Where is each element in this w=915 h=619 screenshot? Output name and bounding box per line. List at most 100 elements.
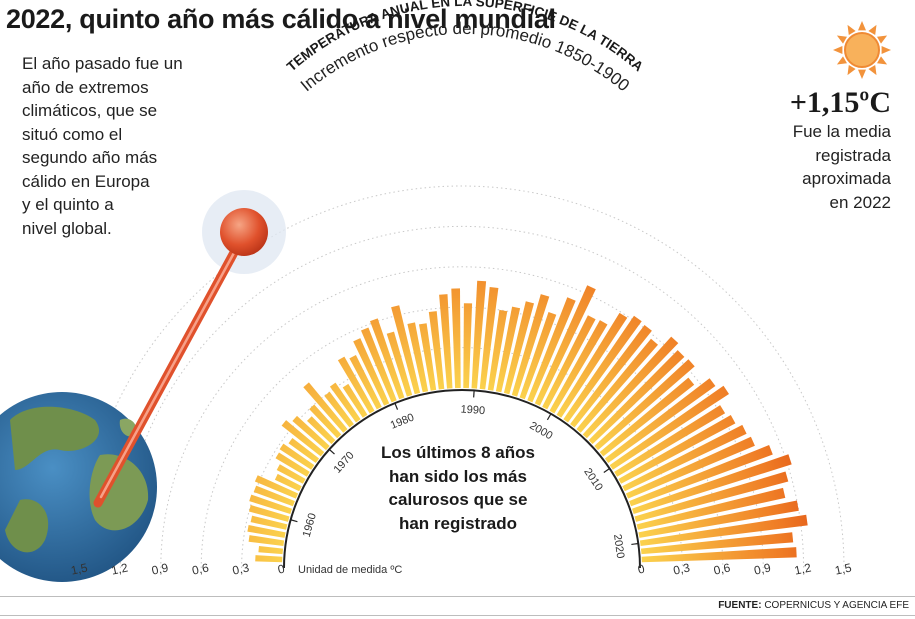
bottom-divider [0, 615, 915, 616]
sun-ray [858, 69, 866, 79]
bar-1988 [451, 288, 461, 389]
bar-2000 [549, 320, 608, 414]
bar-1967 [279, 443, 315, 470]
bar-2017 [634, 471, 789, 522]
bar-2010 [609, 385, 729, 470]
left-scale: 0 0,3 0,6 0,9 1,2 1,5 [70, 560, 287, 577]
bar-1958 [247, 525, 286, 538]
caption-line: aproximada [802, 169, 891, 188]
bar-1968 [288, 438, 320, 463]
sun-ray [836, 35, 847, 44]
bars-group [247, 280, 808, 563]
year-tick-label: 1990 [460, 403, 485, 417]
bar-1969 [281, 420, 325, 457]
bar-1961 [249, 494, 292, 514]
bar-2009 [604, 378, 716, 463]
bar-1995 [511, 294, 550, 397]
bar-1991 [479, 287, 499, 390]
headline: 2022, quinto año más cálido a nivel mund… [6, 4, 556, 34]
bar-2018 [636, 487, 786, 530]
bar-1985 [419, 323, 437, 391]
sun-ray [868, 24, 877, 35]
year-tick-label: 2010 [581, 466, 605, 493]
bar-1964 [274, 473, 302, 492]
bar-2003 [570, 325, 652, 428]
right-scale-tick: 0,6 [712, 560, 732, 577]
bar-1972 [309, 404, 342, 439]
bar-1965 [276, 464, 306, 484]
intro-line: año de extremos [22, 77, 149, 97]
bar-2015 [629, 445, 773, 507]
bar-1998 [534, 285, 596, 406]
source-note: FUENTE: COPERNICUS Y AGENCIA EFE [718, 600, 909, 611]
sun-ray [858, 21, 866, 31]
bar-2013 [622, 424, 747, 492]
bar-2001 [556, 312, 628, 418]
intro-line: segundo año más [22, 148, 158, 167]
bar-2005 [582, 336, 679, 439]
caption-line: en 2022 [829, 192, 891, 212]
bar-1970 [292, 415, 330, 451]
year-tick-mark [631, 542, 639, 546]
intro-line: cálido en Europa [22, 171, 150, 191]
bar-2019 [638, 500, 799, 538]
bar-1997 [527, 297, 576, 403]
intro-text: El año pasado fue un año de extremos cli… [22, 52, 212, 240]
bar-1975 [329, 382, 361, 423]
bar-1999 [542, 315, 596, 410]
right-scale-tick: 0 [636, 561, 646, 576]
bar-1981 [370, 318, 405, 400]
footer-divider [0, 596, 915, 597]
bar-2016 [632, 454, 792, 514]
bar-2014 [625, 436, 755, 499]
bar-1963 [254, 475, 299, 499]
left-scale-tick: 0,3 [231, 560, 251, 577]
year-tick-label: 1960 [301, 512, 319, 539]
unit-label: Unidad de medida ºC [298, 564, 402, 576]
bar-1956 [258, 546, 284, 555]
bar-1992 [487, 309, 508, 391]
center-note: Los últimos 8 años han sido los más calu… [368, 441, 548, 535]
grid-arc [79, 185, 845, 569]
bar-1960 [249, 505, 290, 522]
sun-ray [881, 46, 891, 54]
bar-1984 [407, 322, 429, 393]
bar-1978 [349, 355, 382, 410]
right-scale-tick: 1,5 [834, 560, 854, 577]
year-tick-mark [394, 402, 399, 410]
center-note-line: calurosos que se [388, 490, 528, 509]
year-tick-label: 2020 [611, 533, 626, 559]
bar-1979 [353, 338, 390, 406]
highlight-value: +1,15ºC [789, 86, 891, 119]
year-tick-mark [546, 413, 552, 421]
right-scale-tick: 0,9 [753, 560, 773, 577]
sun-icon [833, 21, 891, 79]
intro-line: climáticos, que se [22, 101, 158, 120]
bar-1996 [519, 312, 557, 400]
bar-1966 [275, 452, 310, 477]
bar-1982 [386, 331, 413, 397]
bar-1976 [342, 383, 368, 418]
intro-line: nivel global. [22, 218, 112, 238]
sun-ray [877, 56, 888, 65]
bar-2004 [576, 338, 658, 433]
year-tick-mark [328, 448, 335, 455]
year-axis-arc [283, 389, 641, 569]
bar-1986 [428, 311, 445, 390]
left-scale-tick: 1,5 [70, 560, 90, 577]
bar-2012 [618, 415, 736, 484]
year-tick-label: 1980 [389, 411, 416, 431]
bar-2011 [614, 405, 726, 477]
bar-1987 [439, 294, 453, 389]
center-note-line: Los últimos 8 años [381, 443, 535, 462]
sun-ray [833, 46, 843, 54]
sun-ray [847, 24, 856, 35]
bar-2002 [563, 315, 642, 423]
left-scale-tick: 0,6 [191, 560, 211, 577]
center-note-line: han registrado [398, 513, 518, 533]
bar-1959 [250, 515, 288, 530]
bar-1971 [307, 416, 336, 445]
left-scale-tick: 0 [276, 561, 286, 576]
bar-2007 [594, 359, 695, 451]
